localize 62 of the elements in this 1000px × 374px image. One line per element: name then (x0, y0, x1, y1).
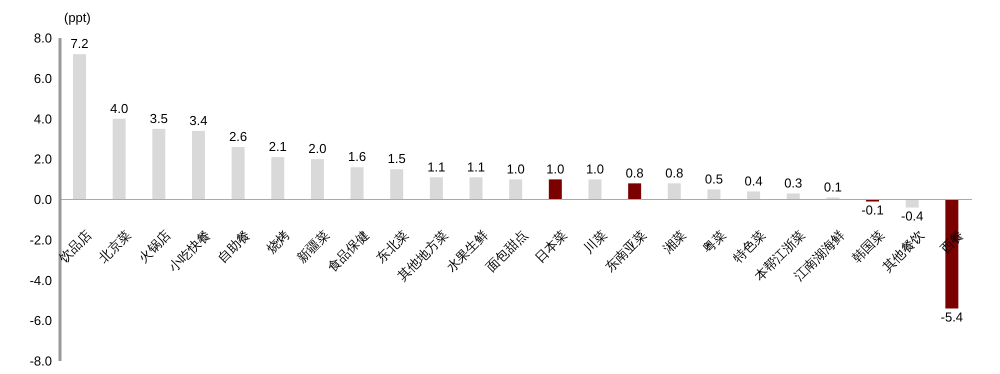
x-tick-label: 饮品店 (55, 227, 95, 267)
y-tick-label: 2.0 (34, 152, 52, 167)
x-tick-label: 日本菜 (532, 228, 571, 266)
data-label: 0.8 (665, 165, 684, 180)
bar (350, 167, 364, 200)
data-label: 2.1 (268, 139, 287, 154)
y-tick-label: 6.0 (34, 70, 52, 86)
data-label: 1.0 (586, 161, 604, 176)
bar (390, 169, 404, 200)
bar (73, 54, 86, 200)
data-label: 7.2 (70, 36, 89, 52)
x-tick-label: 北京菜 (96, 228, 135, 266)
bar (430, 177, 443, 200)
y-axis-title: (ppt) (64, 10, 91, 25)
bar (509, 179, 522, 200)
data-label: 0.4 (744, 173, 763, 188)
x-tick-label: 川菜 (581, 228, 610, 257)
data-label: 1.1 (427, 159, 446, 174)
bar (628, 183, 642, 200)
data-label: 2.6 (229, 129, 248, 144)
data-label: 3.4 (189, 112, 208, 128)
data-label: 3.5 (150, 110, 168, 126)
y-tick-label: 8.0 (34, 30, 52, 46)
data-label: -0.4 (900, 208, 924, 224)
data-label: 0.5 (704, 171, 723, 186)
bar (152, 128, 166, 200)
bar (747, 191, 760, 200)
bar (310, 159, 324, 200)
bar (786, 193, 800, 200)
y-tick-label: 4.0 (34, 111, 52, 126)
x-tick-label: 西餐 (938, 228, 968, 257)
y-tick-label: -4.0 (30, 272, 52, 288)
bar (192, 130, 205, 200)
bar (112, 118, 126, 200)
data-label: 1.0 (546, 161, 564, 176)
bar (707, 189, 720, 200)
x-tick-label: 粤菜 (700, 228, 730, 257)
bar (470, 177, 483, 200)
bar (271, 157, 284, 200)
data-label: -0.1 (861, 202, 884, 218)
data-label: 0.3 (784, 175, 802, 190)
bar (232, 147, 245, 200)
data-label: 1.0 (506, 161, 525, 176)
y-tick-label: -2.0 (30, 232, 52, 248)
bar (668, 183, 681, 200)
data-label: 1.5 (388, 151, 406, 166)
y-tick-label: 0.0 (34, 192, 52, 208)
data-label: 2.0 (308, 141, 326, 156)
bar (548, 179, 562, 200)
data-label: 0.1 (824, 179, 842, 194)
data-label: -5.4 (940, 310, 964, 325)
data-label: 1.6 (348, 149, 366, 164)
x-tick-label: 烧烤 (264, 228, 294, 257)
data-label: 4.0 (110, 100, 128, 116)
y-tick-label: -8.0 (30, 354, 52, 369)
x-tick-label: 湘菜 (660, 228, 690, 257)
bar (906, 200, 919, 208)
x-tick-label: 自助餐 (215, 228, 254, 266)
bar (588, 179, 602, 200)
data-label: 0.8 (626, 165, 644, 180)
data-label: 1.1 (466, 159, 486, 174)
y-tick-label: -6.0 (30, 313, 52, 328)
